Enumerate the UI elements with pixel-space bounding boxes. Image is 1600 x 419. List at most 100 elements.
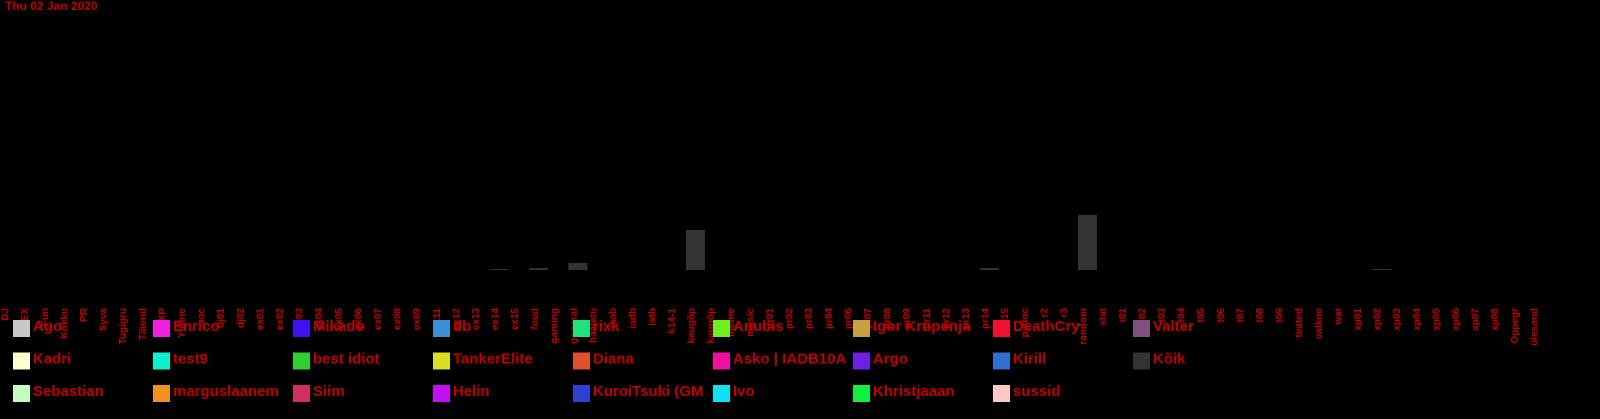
legend-swatch — [153, 385, 170, 402]
x-tick-label: dj01 — [216, 308, 227, 328]
legend-label: Sebastian — [33, 383, 104, 400]
x-tick-label: music — [745, 308, 756, 337]
legend-label: Argo — [873, 350, 908, 367]
legend-swatch — [433, 352, 450, 370]
x-tick-label: Kokku — [59, 308, 70, 339]
x-tick-label: stat — [1098, 307, 1109, 325]
x-tick-label: wat — [1333, 307, 1344, 325]
legend-label: Enrico — [173, 318, 220, 335]
legend-swatch — [293, 352, 310, 370]
legend-label: Kadri — [33, 350, 71, 367]
legend-label: TankerElite — [453, 350, 533, 367]
x-tick-label: DJ — [1, 308, 12, 321]
x-tick-label: xp01 — [1353, 308, 1364, 331]
x-tick-label: pr15 — [1000, 308, 1011, 330]
legend-swatch — [853, 320, 870, 337]
x-tick-label: t04 — [1177, 308, 1188, 323]
legend-label: test9 — [173, 350, 208, 367]
x-tick-label: XP — [157, 308, 168, 322]
x-tick-label: t08 — [1255, 308, 1266, 323]
x-tick-label: teated — [1294, 308, 1305, 337]
x-tick-label: kaugõp — [687, 308, 698, 344]
x-tick-label: t03 — [1157, 308, 1168, 323]
x-tick-label: ex06 — [353, 308, 364, 331]
x-tick-label: Oppegr — [1510, 308, 1521, 344]
x-tick-label: valkne — [1314, 308, 1325, 340]
x-tick-label: k14-1 — [667, 308, 678, 334]
x-tick-label: ex09 — [412, 308, 423, 331]
legend-label: best idiot — [313, 350, 380, 367]
x-tick-label: pr12 — [941, 308, 952, 330]
legend-swatch — [1133, 352, 1150, 370]
legend-label: Asko | IADB10A — [733, 350, 847, 367]
legend-swatch — [13, 320, 30, 337]
x-tick-label: ex01 — [255, 308, 266, 331]
legend-label: rixk — [593, 318, 620, 335]
x-tick-label: ex14 — [491, 308, 502, 331]
x-tick-label: pr09 — [902, 308, 913, 330]
x-tick-label: ex15 — [510, 308, 521, 331]
x-tick-label: pr13 — [961, 308, 972, 330]
x-tick-label: xp07 — [1471, 308, 1482, 331]
legend-swatch — [153, 352, 170, 370]
x-tick-label: Yldine — [177, 308, 188, 338]
legend-swatch — [1133, 320, 1150, 337]
legend-swatch — [573, 385, 590, 402]
x-tick-label: ex04 — [314, 308, 325, 331]
x-tick-label: iadb — [628, 308, 639, 329]
legend-swatch — [13, 352, 30, 370]
legend-label: Kirill — [1013, 350, 1046, 367]
x-tick-label: Täiend — [138, 308, 149, 340]
legend-swatch — [713, 385, 730, 402]
x-tick-label: Syva — [99, 308, 110, 332]
x-tick-label: ex05 — [334, 308, 345, 331]
x-tick-label: meme — [726, 308, 737, 337]
x-tick-label: t06 — [1216, 308, 1227, 323]
bar-segment — [529, 268, 549, 270]
legend-swatch — [993, 352, 1010, 370]
x-tick-label: t09 — [1275, 308, 1286, 323]
legend-label: Igor Krupenja — [873, 318, 971, 335]
x-tick-label: t01 — [1118, 308, 1129, 323]
x-tick-label: pr02 — [785, 308, 796, 330]
legend-label: Mikado — [313, 318, 365, 335]
x-tick-label: pr04 — [824, 308, 835, 330]
x-tick-label: ex11 — [432, 308, 443, 330]
legend-label: sussid — [1013, 383, 1061, 400]
legend-swatch — [293, 385, 310, 402]
legend-swatch — [433, 320, 450, 337]
x-tick-label: kaugõp — [706, 308, 717, 344]
legend-label: Ivo — [733, 383, 755, 400]
legend-label: Khristjaaan — [873, 383, 955, 400]
legend-swatch — [713, 320, 730, 337]
legend-swatch — [153, 320, 170, 337]
x-tick-label: random — [1079, 308, 1090, 345]
x-tick-label: xp05 — [1431, 308, 1442, 331]
x-tick-label: pr11 — [922, 308, 933, 329]
x-tick-label: ülesand — [1529, 308, 1540, 346]
x-tick-label: pr07 — [863, 308, 874, 330]
x-tick-label: hääletu — [589, 308, 600, 343]
legend-label: KuroiTsuki (GM — [593, 383, 704, 400]
legend-swatch — [993, 320, 1010, 337]
x-tick-label: xp04 — [1412, 308, 1423, 331]
x-tick-label: iaab — [608, 308, 619, 328]
bar-segment — [980, 268, 999, 270]
x-tick-label: EX — [20, 308, 31, 322]
legend-label: Ago — [33, 318, 62, 335]
legend-label: Diana — [593, 350, 635, 367]
x-tick-label: pr14 — [981, 308, 992, 330]
x-tick-label: food — [530, 308, 541, 330]
chart-title: Thu 02 Jan 2020 — [5, 0, 98, 13]
bar-segment — [568, 263, 588, 270]
legend-label: Anubis — [733, 318, 784, 335]
legend-label: marguslaanem — [173, 383, 279, 400]
legend-swatch — [573, 320, 590, 337]
x-tick-label: pr08 — [883, 308, 894, 330]
legend-swatch — [293, 320, 310, 337]
legend-swatch — [853, 385, 870, 402]
legend-label: Valter — [1153, 318, 1194, 335]
x-tick-label: Fun — [40, 308, 51, 326]
bar-segment — [686, 230, 705, 270]
x-tick-label: ex02 — [275, 308, 286, 331]
